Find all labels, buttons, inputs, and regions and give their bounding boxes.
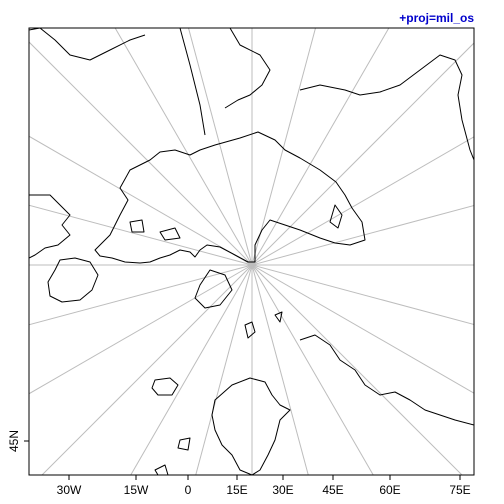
- meridian-line: [29, 264, 253, 326]
- x-tick-label: 60E: [379, 483, 400, 497]
- small-island-6: [129, 219, 145, 233]
- meridian-line: [251, 42, 474, 266]
- meridian-line: [29, 204, 253, 266]
- x-tick-label: 0: [185, 483, 192, 497]
- small-island-2: [274, 311, 283, 323]
- meridian-line: [29, 135, 253, 266]
- x-tick-label: 30W: [57, 483, 82, 497]
- map-frame: [28, 27, 475, 476]
- baffin-coastline: [47, 257, 99, 303]
- greenland-coastline: [94, 131, 366, 264]
- meridian-line: [29, 264, 253, 395]
- x-tick-label: 30E: [272, 483, 293, 497]
- meridian-line: [187, 28, 253, 266]
- small-island-5: [159, 227, 181, 241]
- small-island-1: [244, 321, 256, 339]
- meridian-line: [251, 204, 474, 266]
- x-tick-label: 15E: [226, 483, 247, 497]
- meridian-line: [41, 264, 253, 475]
- meridian-line: [251, 264, 309, 475]
- meridian-line: [195, 264, 253, 475]
- x-tick-label: 15W: [124, 483, 149, 497]
- iceland-coastline: [151, 377, 179, 396]
- novaya-zemlya-coastline: [329, 204, 343, 229]
- scandinavia-coastline: [211, 377, 291, 475]
- coastlines: [29, 28, 474, 475]
- canada-coastline: [29, 194, 71, 259]
- meridian-line: [251, 264, 463, 475]
- alaska-coastline: [29, 28, 146, 61]
- meridian-line: [251, 264, 374, 475]
- meridian-line: [251, 136, 474, 266]
- small-island-4: [154, 464, 169, 475]
- projection-label: +proj=mil_os: [399, 11, 474, 25]
- small-island-3: [177, 437, 191, 451]
- y-axis-ticks: 45N: [7, 430, 29, 452]
- date-line: [179, 28, 206, 136]
- meridian-line: [114, 28, 253, 266]
- chukotka-coastline: [224, 28, 271, 109]
- meridian-line: [251, 28, 317, 266]
- x-axis-ticks: 30W 15W 0 15E 30E 45E 60E 75E: [57, 475, 471, 497]
- x-tick-label: 75E: [449, 483, 470, 497]
- russia-coastline: [299, 334, 474, 426]
- meridian-line: [251, 28, 390, 266]
- meridian-line: [251, 264, 474, 394]
- meridian-line: [130, 264, 253, 475]
- svalbard-coastline: [194, 269, 233, 309]
- meridian-line: [251, 264, 474, 326]
- siberia-coastline: [299, 54, 474, 161]
- meridian-line: [29, 41, 253, 266]
- x-tick-label: 45E: [322, 483, 343, 497]
- y-tick-label: 45N: [7, 430, 21, 452]
